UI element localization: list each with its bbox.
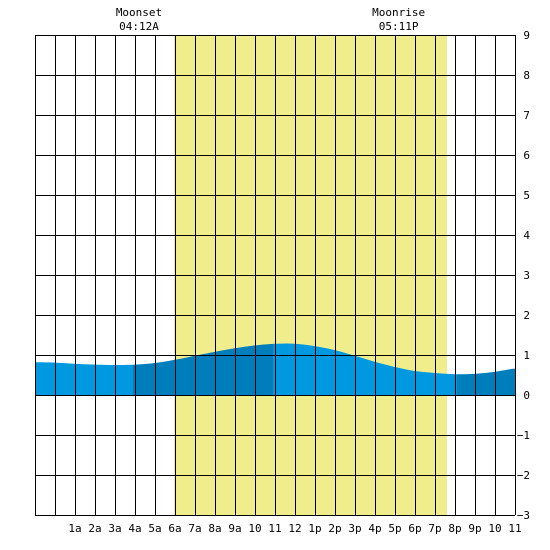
x-tick-label: 9a (228, 522, 241, 535)
x-tick-label: 6p (408, 522, 421, 535)
moon-event-time: 04:12A (119, 20, 159, 33)
tide-segment (35, 362, 133, 395)
y-tick-label: 3 (523, 269, 530, 282)
x-tick-label: 3p (348, 522, 361, 535)
y-tick-label: 1 (523, 349, 530, 362)
x-tick-label: 11 (268, 522, 281, 535)
tide-area-layer (35, 343, 515, 395)
y-tick-label: −1 (517, 429, 530, 442)
x-tick-label: 7p (428, 522, 441, 535)
x-tick-label: 1p (308, 522, 321, 535)
moon-event-label: Moonrise (372, 6, 425, 19)
x-tick-label: 8a (208, 522, 221, 535)
x-tick-label: 11 (508, 522, 521, 535)
y-tick-label: 9 (523, 29, 530, 42)
tide-segment (133, 343, 273, 395)
x-tick-label: 1a (68, 522, 81, 535)
y-tick-label: 8 (523, 69, 530, 82)
x-tick-label: 5a (148, 522, 161, 535)
x-tick-label: 3a (108, 522, 121, 535)
tide-segment (273, 343, 457, 395)
x-tick-label: 4p (368, 522, 381, 535)
x-tick-label: 12 (288, 522, 301, 535)
y-tick-label: −2 (517, 469, 530, 482)
x-tick-label: 5p (388, 522, 401, 535)
x-tick-label: 6a (168, 522, 181, 535)
y-tick-label: 0 (523, 389, 530, 402)
moon-event-time: 05:11P (379, 20, 419, 33)
y-tick-label: 5 (523, 189, 530, 202)
x-tick-label: 8p (448, 522, 461, 535)
x-tick-label: 10 (488, 522, 501, 535)
y-tick-label: 2 (523, 309, 530, 322)
tide-segment (457, 368, 515, 395)
x-tick-label: 10 (248, 522, 261, 535)
y-tick-label: −3 (517, 509, 530, 522)
y-tick-label: 6 (523, 149, 530, 162)
x-tick-label: 2p (328, 522, 341, 535)
x-tick-labels: 1a 2a 3a 4a 5a 6a 7a 8a 9a 10 11 12 1p 2p 3p 4p 5p 6p 7p 8p… (68, 522, 521, 535)
y-tick-labels: −3 −2 −1 0 1 2 3 4 5 6 7 8 9 (517, 29, 531, 522)
x-tick-label: 7a (188, 522, 201, 535)
x-tick-label: 4a (128, 522, 141, 535)
grid-layer (35, 35, 516, 516)
x-tick-label: 9p (468, 522, 481, 535)
y-tick-label: 7 (523, 109, 530, 122)
x-tick-label: 2a (88, 522, 101, 535)
moon-event-label: Moonset (116, 6, 162, 19)
y-tick-label: 4 (523, 229, 530, 242)
